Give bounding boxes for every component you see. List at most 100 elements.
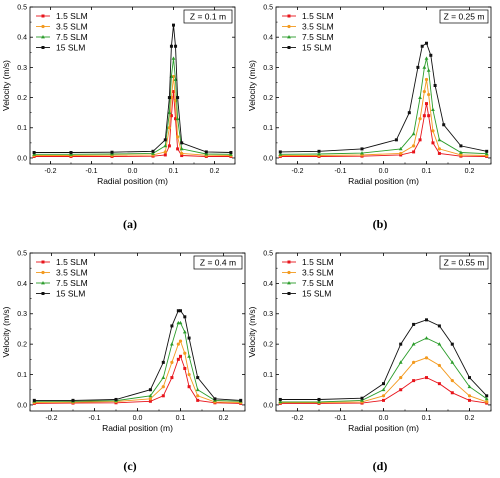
y-tick-label: 0.3 — [263, 65, 273, 72]
series-2 — [278, 336, 489, 404]
series-line — [280, 103, 487, 157]
z-annotation-box — [183, 9, 233, 24]
data-point — [467, 384, 472, 389]
data-point — [485, 394, 489, 398]
series-line — [34, 58, 231, 155]
data-point — [163, 143, 168, 148]
data-point — [161, 375, 166, 379]
data-point — [398, 146, 403, 151]
data-point — [176, 96, 180, 100]
data-point — [161, 385, 165, 389]
data-point — [176, 147, 180, 151]
data-point — [175, 116, 180, 121]
legend-label: 3.5 SLM — [302, 22, 334, 32]
data-point — [422, 65, 427, 69]
data-point — [467, 394, 472, 398]
data-point — [399, 342, 403, 346]
data-point — [433, 84, 437, 87]
data-point — [204, 152, 209, 156]
data-point — [450, 391, 454, 395]
data-point — [485, 400, 489, 404]
data-point — [161, 360, 165, 364]
y-tick-label: 0.1 — [263, 125, 273, 132]
data-point — [32, 398, 36, 402]
panel-caption: (a) — [123, 217, 137, 231]
x-tick-label: 0.2 — [219, 415, 229, 422]
legend-marker — [41, 14, 45, 18]
data-point — [382, 398, 385, 402]
series-line — [34, 355, 241, 404]
y-tick-label: 0.5 — [17, 4, 27, 11]
series-line — [34, 91, 231, 157]
legend-label: 15 SLM — [302, 43, 331, 53]
z-annotation: Z = 0.1 m — [190, 12, 226, 22]
x-tick-label: -0.1 — [334, 415, 346, 422]
data-point — [180, 154, 184, 158]
legend-marker — [287, 46, 291, 49]
x-tick-label: 0.0 — [133, 415, 143, 422]
y-tick-label: 0.4 — [17, 281, 27, 288]
data-point — [174, 44, 178, 48]
data-point — [213, 397, 217, 401]
data-point — [170, 342, 174, 346]
data-point — [420, 44, 424, 48]
x-tick-label: -0.2 — [291, 415, 303, 422]
legend-label: 7.5 SLM — [56, 32, 88, 42]
data-point — [412, 322, 416, 326]
data-point — [381, 394, 386, 398]
data-point — [411, 342, 416, 346]
x-tick-label: 0.2 — [210, 168, 220, 175]
data-point — [412, 379, 416, 383]
data-point — [196, 394, 200, 398]
data-point — [183, 366, 187, 370]
data-point — [32, 152, 36, 156]
y-tick-label: 0.0 — [17, 402, 27, 409]
data-point — [484, 151, 489, 156]
data-point — [163, 153, 167, 157]
series-line — [34, 76, 231, 156]
data-point — [196, 376, 200, 380]
y-tick-label: 0.1 — [17, 372, 27, 379]
data-point — [459, 153, 463, 157]
data-point — [179, 354, 182, 358]
data-point — [183, 351, 187, 355]
data-point — [424, 77, 429, 82]
legend-marker — [41, 35, 45, 39]
data-point — [317, 152, 321, 156]
legend-label: 1.5 SLM — [302, 257, 334, 267]
data-point — [431, 129, 435, 133]
data-point — [170, 324, 174, 328]
data-point — [278, 397, 282, 401]
series-line — [34, 310, 241, 401]
data-point — [71, 398, 75, 402]
legend-label: 3.5 SLM — [56, 22, 88, 32]
data-point — [437, 147, 441, 151]
data-point — [187, 336, 191, 340]
data-point — [163, 138, 167, 142]
data-point — [418, 138, 422, 142]
legend-label: 1.5 SLM — [56, 257, 88, 267]
data-point — [427, 114, 431, 118]
data-point — [167, 126, 171, 130]
y-tick-label: 0.2 — [17, 342, 27, 349]
y-tick-label: 0.1 — [263, 372, 273, 379]
data-point — [278, 399, 283, 404]
y-tick-label: 0.2 — [17, 95, 27, 102]
data-point — [229, 151, 233, 155]
data-point — [163, 150, 167, 154]
y-axis-label: Velocity (m/s) — [247, 306, 257, 357]
x-tick-label: 0.2 — [465, 168, 475, 175]
series-2 — [278, 56, 489, 156]
series-line — [280, 42, 487, 153]
y-axis-label: Velocity (m/s) — [1, 60, 11, 111]
data-point — [167, 110, 172, 115]
legend-label: 3.5 SLM — [302, 268, 334, 278]
data-point — [110, 150, 114, 154]
series-line — [280, 319, 488, 400]
y-tick-label: 0.3 — [263, 311, 273, 318]
data-point — [32, 151, 36, 155]
series-3 — [278, 41, 489, 154]
data-point — [176, 342, 180, 346]
legend-marker — [41, 292, 45, 295]
